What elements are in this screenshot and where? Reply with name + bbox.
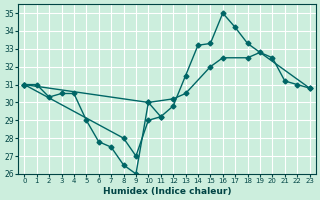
X-axis label: Humidex (Indice chaleur): Humidex (Indice chaleur) — [103, 187, 231, 196]
